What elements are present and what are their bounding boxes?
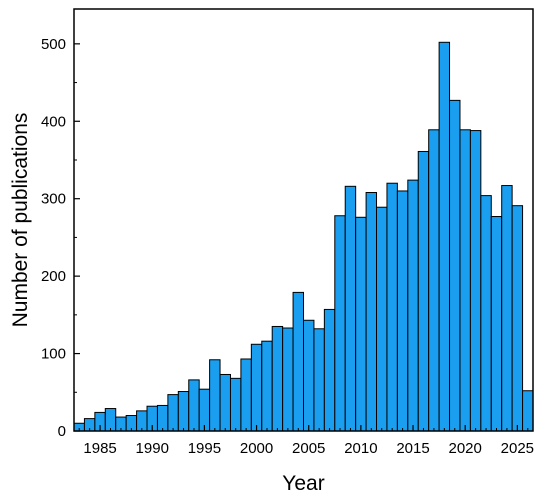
bar-2024 [501, 185, 513, 432]
bar-2021 [469, 130, 482, 432]
x-tick-label: 2015 [396, 440, 429, 457]
bar-1989 [136, 410, 148, 432]
bar-2003 [282, 327, 294, 432]
x-axis-title: Year [282, 472, 324, 495]
x-axis: 1985 1990 1995 2000 2005 2010 2015 2020 2025 [78, 425, 534, 457]
bar-2000 [250, 343, 263, 432]
bar-1986 [104, 408, 117, 432]
bar-1994 [188, 379, 200, 432]
bar-2001 [261, 340, 273, 432]
bar-2025 [511, 205, 524, 432]
y-tick-label: 0 [58, 423, 66, 440]
x-tick-label: 2025 [501, 440, 534, 457]
x-tick-label: 1990 [136, 440, 169, 457]
bar-2017 [428, 129, 440, 432]
x-tick-label: 2005 [292, 440, 325, 457]
y-tick-label: 400 [41, 113, 66, 130]
plot-frame [73, 8, 534, 432]
bar-1991 [156, 404, 169, 432]
bar-2008 [334, 215, 346, 432]
bar-2011 [365, 192, 378, 432]
bar-2014 [396, 190, 409, 432]
x-tick-label: 1985 [83, 440, 116, 457]
y-tick-label: 500 [41, 36, 66, 53]
bar-2020 [459, 129, 471, 432]
x-tick-label: 2010 [344, 440, 377, 457]
bar-1997 [219, 373, 231, 432]
bar-2005 [303, 319, 315, 432]
bar-2010 [355, 216, 367, 432]
y-tick-label: 300 [41, 191, 66, 208]
y-axis-title: Number of publications [9, 113, 32, 328]
y-tick-label: 200 [41, 268, 66, 285]
x-tick-label: 2000 [240, 440, 273, 457]
bar-2012 [376, 206, 388, 432]
bar-2022 [480, 195, 492, 432]
bar-2015 [407, 179, 419, 432]
bar-2018 [438, 41, 451, 432]
bar-1995 [198, 388, 211, 432]
bar-2007 [323, 308, 336, 432]
bar-1992 [167, 394, 179, 432]
bar-2013 [386, 182, 398, 432]
bar-1998 [229, 377, 242, 432]
x-tick-label: 1995 [188, 440, 221, 457]
bar-2002 [271, 325, 284, 432]
bar-2016 [417, 150, 430, 432]
x-tick-label: 2020 [449, 440, 482, 457]
bar-2009 [344, 185, 357, 432]
bar-2004 [292, 291, 304, 432]
y-tick-label: 100 [41, 346, 66, 363]
y-axis: 0 100 200 300 400 500 [41, 36, 80, 440]
bars-group [73, 41, 534, 432]
bar-2023 [490, 216, 503, 432]
bar-2019 [449, 99, 461, 432]
bar-1993 [177, 391, 190, 432]
bar-2026 [522, 390, 534, 432]
bar-1996 [209, 359, 221, 432]
bar-1999 [240, 358, 252, 432]
bar-2006 [313, 328, 325, 432]
